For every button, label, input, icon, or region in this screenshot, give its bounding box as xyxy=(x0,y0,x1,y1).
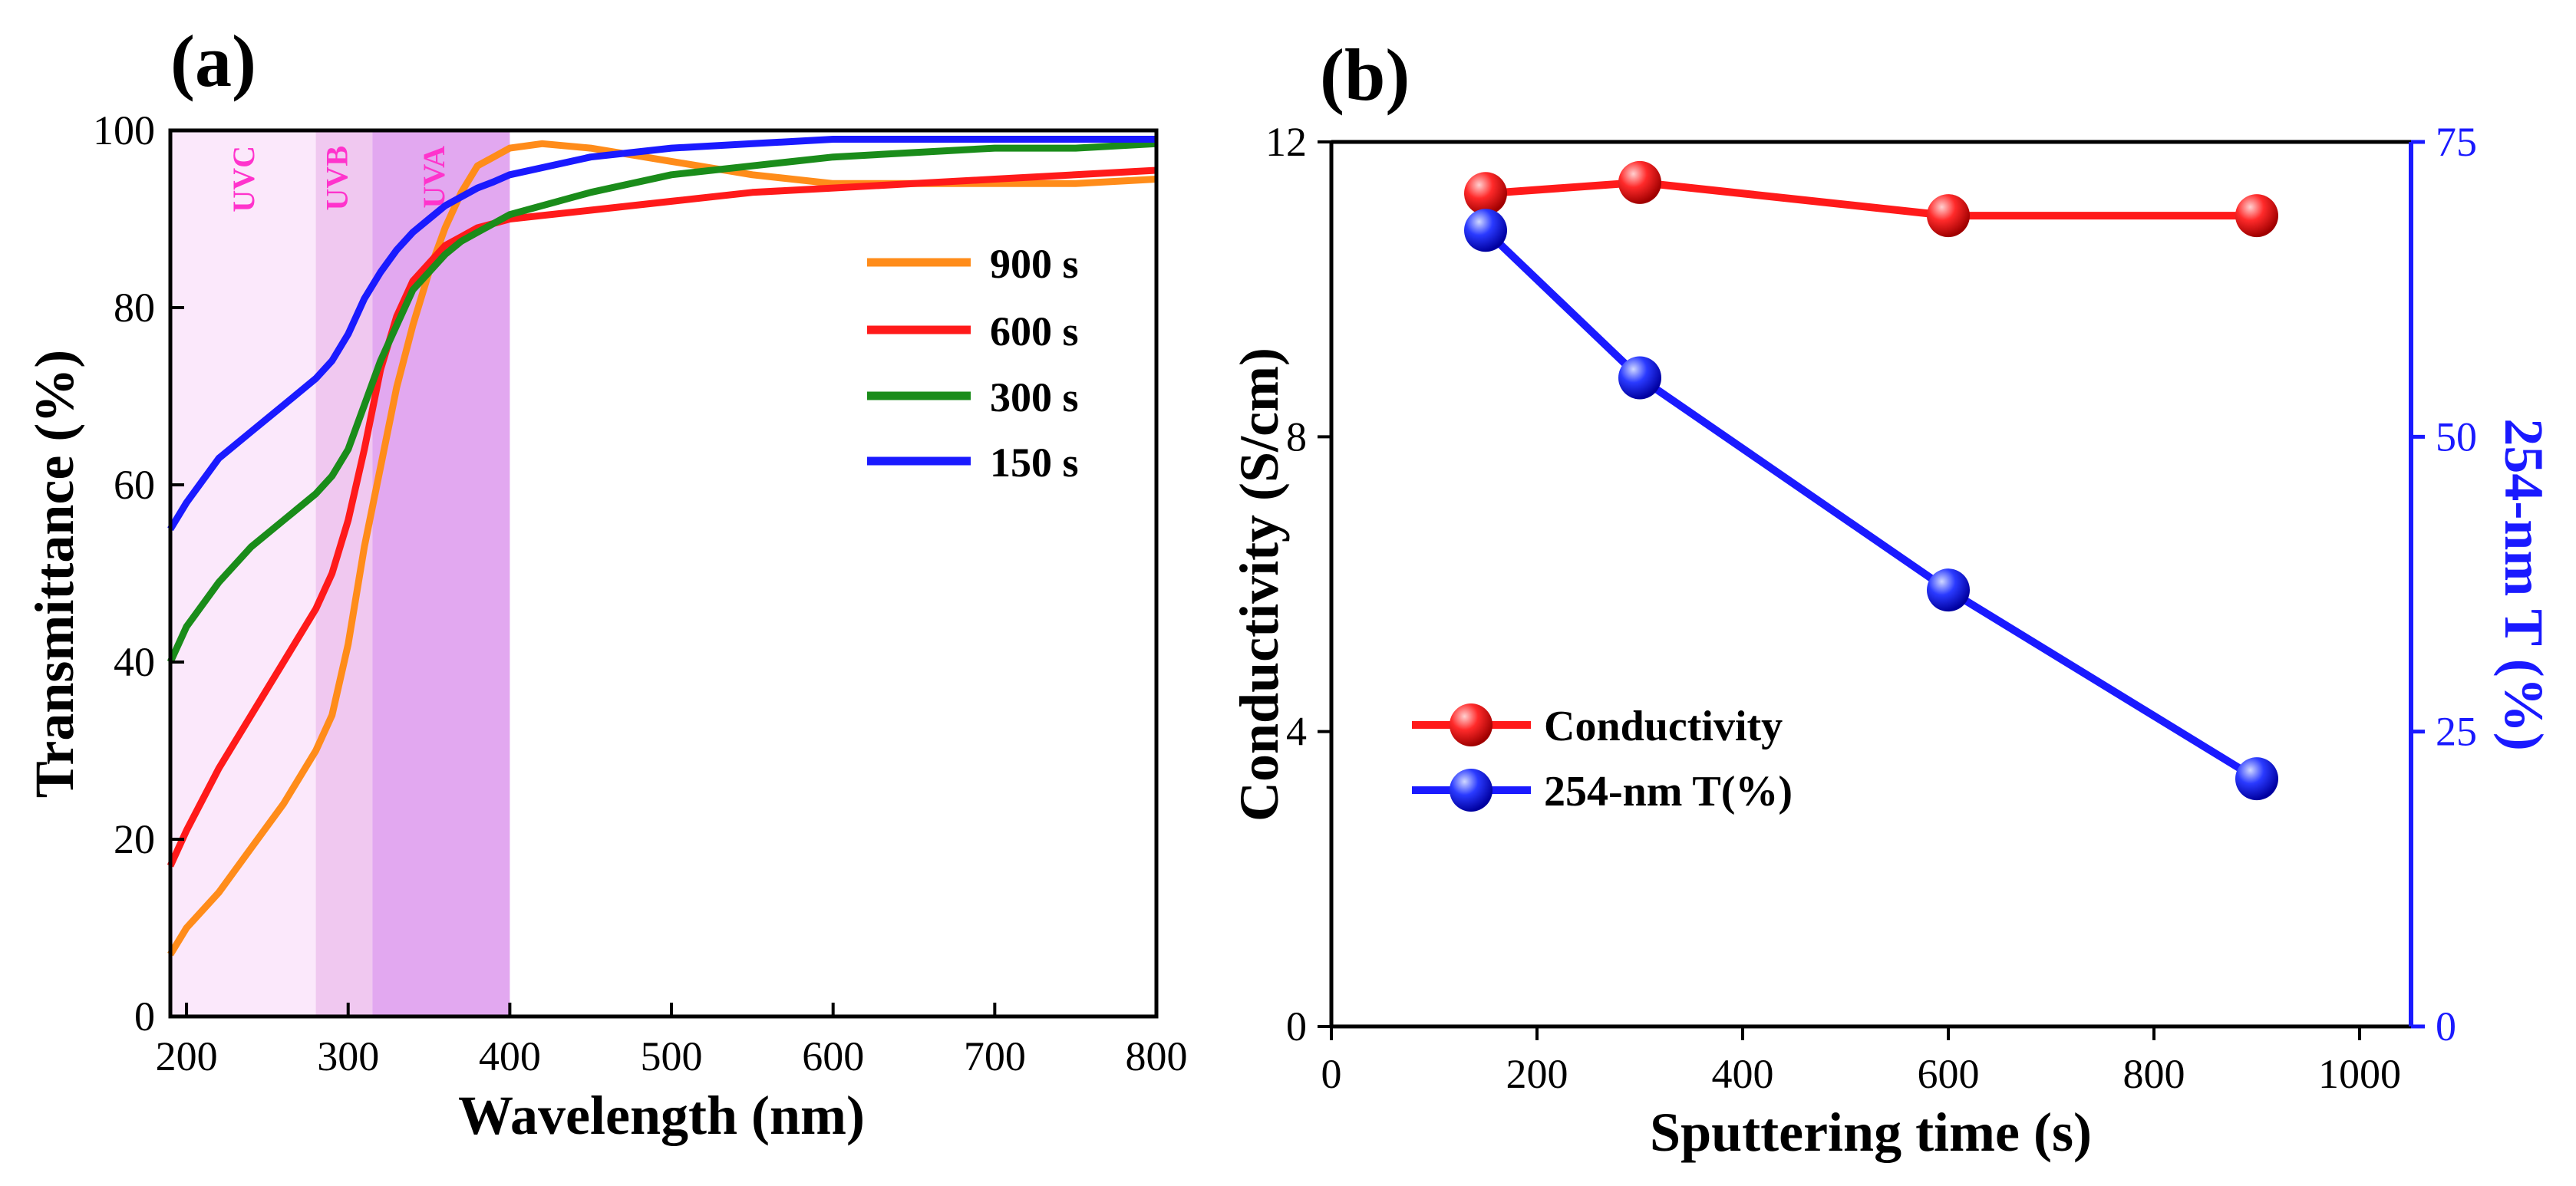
uv-region-group: UVC UVB UVA xyxy=(170,130,510,1016)
legend-label-900s: 900 s xyxy=(990,241,1079,287)
legend-label-conductivity: Conductivity xyxy=(1544,703,1783,750)
panel-a-legend: 900 s 600 s 300 s 150 s xyxy=(867,241,1079,486)
series-line-150s xyxy=(167,136,1156,532)
data-point-254nm-t xyxy=(1464,209,1507,252)
panel-a-chart: (a) UVC UVB UVA 200 300 400 500 600 700 800 0 20 40… xyxy=(24,20,1188,1146)
panel-b-chart: (b) 0 200 400 600 800 1000 0 4 8 12 0 25 50 75 Sputte… xyxy=(1229,34,2555,1163)
panel-b-legend: Conductivity 254-nm T(%) xyxy=(1412,703,1793,815)
x-tick-label: 0 xyxy=(1321,1051,1342,1097)
uv-region-label-uva: UVA xyxy=(417,146,451,209)
y-tick-label: 0 xyxy=(134,993,155,1039)
panel-b-xlabel: Sputtering time (s) xyxy=(1650,1102,2092,1163)
data-point-254nm-t xyxy=(1618,356,1661,400)
panel-b-y2label: 254-nm T (%) xyxy=(2493,418,2555,750)
series-line-300s xyxy=(167,140,1157,664)
legend-label-254nm-t: 254-nm T(%) xyxy=(1544,768,1793,815)
x-tick-label: 700 xyxy=(964,1033,1026,1079)
x-tick-label: 300 xyxy=(317,1033,379,1079)
legend-label-600s: 600 s xyxy=(990,308,1079,354)
y-tick-label: 0 xyxy=(1286,1003,1307,1049)
panel-b-axes: 0 200 400 600 800 1000 0 4 8 12 0 25 50 75 xyxy=(1265,119,2477,1097)
uv-region-label-uvb: UVB xyxy=(319,146,354,210)
series-line-600s xyxy=(167,166,1157,868)
y2-tick-label: 0 xyxy=(2436,1003,2456,1049)
x-tick-label: 1000 xyxy=(2318,1051,2401,1097)
uv-region-label-uvc: UVC xyxy=(226,146,261,212)
x-tick-label: 200 xyxy=(156,1033,218,1079)
data-point-254nm-t xyxy=(2235,757,2278,801)
uv-region-uvc xyxy=(170,130,316,1016)
y2-tick-label: 75 xyxy=(2436,119,2477,165)
panel-a-axes: 200 300 400 500 600 700 800 0 20 40 60 80 100 xyxy=(93,107,1188,1079)
legend-marker-254nm-t xyxy=(1450,769,1492,812)
panel-a-label: (a) xyxy=(170,20,256,102)
legend-marker-conductivity xyxy=(1450,703,1492,746)
transmittance-series-group xyxy=(167,136,1157,957)
y-tick-label: 8 xyxy=(1286,413,1307,460)
series-line-900s xyxy=(167,140,1157,957)
uv-region-uvb xyxy=(315,130,373,1016)
y-tick-label: 60 xyxy=(114,462,155,508)
panel-b-ylabel: Conductivity (S/cm) xyxy=(1229,348,1290,822)
x-tick-label: 600 xyxy=(802,1033,864,1079)
uv-region-uva xyxy=(372,130,510,1016)
y-tick-label: 20 xyxy=(114,816,155,862)
data-point-conductivity xyxy=(1464,172,1507,216)
y2-tick-label: 50 xyxy=(2436,413,2477,460)
y-tick-label: 4 xyxy=(1286,709,1307,755)
data-point-conductivity xyxy=(2235,194,2278,238)
x-tick-label: 500 xyxy=(641,1033,703,1079)
legend-label-300s: 300 s xyxy=(990,374,1079,420)
x-tick-label: 800 xyxy=(2123,1051,2185,1097)
series-line-254nm-t xyxy=(1483,227,2259,782)
panel-b-label: (b) xyxy=(1320,34,1410,116)
panel-a-frame xyxy=(168,128,1159,1019)
panel-a-xlabel: Wavelength (nm) xyxy=(458,1085,865,1146)
legend-label-150s: 150 s xyxy=(990,440,1079,486)
conductivity-transmittance-series-group xyxy=(1464,160,2278,801)
y-tick-label: 12 xyxy=(1265,119,1307,165)
x-tick-label: 600 xyxy=(1918,1051,1980,1097)
y2-tick-label: 25 xyxy=(2436,709,2477,755)
data-point-conductivity xyxy=(1927,194,1970,238)
data-point-conductivity xyxy=(1618,160,1661,204)
y-tick-label: 100 xyxy=(93,107,155,153)
data-point-254nm-t xyxy=(1927,568,1970,612)
x-tick-label: 400 xyxy=(1712,1051,1774,1097)
series-line-conductivity xyxy=(1485,178,2257,220)
y-tick-label: 80 xyxy=(114,285,155,331)
x-tick-label: 800 xyxy=(1126,1033,1188,1079)
x-tick-label: 400 xyxy=(479,1033,541,1079)
y-tick-label: 40 xyxy=(114,639,155,685)
x-tick-label: 200 xyxy=(1506,1051,1568,1097)
panel-a-ylabel: Transmittance (%) xyxy=(24,350,85,799)
